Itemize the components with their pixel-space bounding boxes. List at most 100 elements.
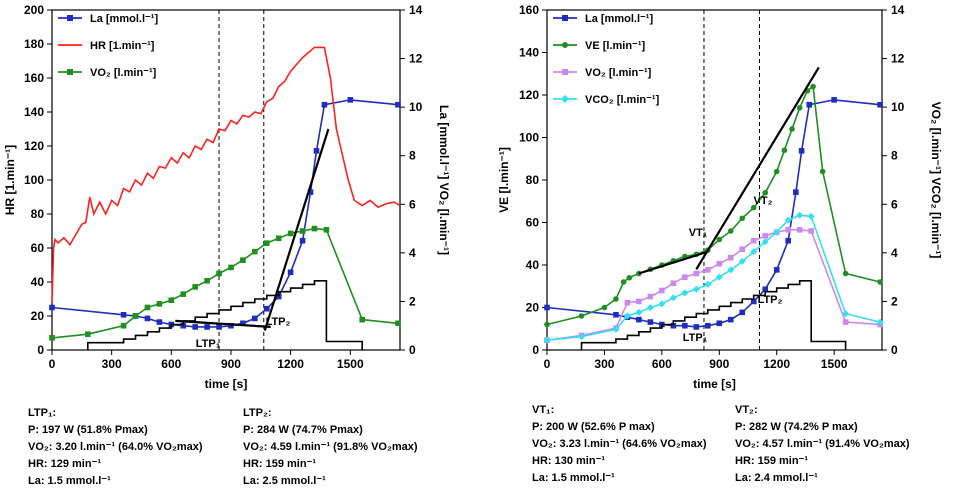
threshold-annotation: LTP₂ [758, 294, 783, 306]
series-vco2-point [543, 336, 551, 344]
x-tick-label: 1500 [821, 357, 848, 371]
vt1-la: La: 1.5 mmol.l⁻¹ [532, 472, 615, 484]
x-axis-label: time [s] [205, 377, 248, 391]
series-la-point [252, 315, 258, 322]
series-vco2-point [669, 294, 677, 302]
series-ve-point [781, 147, 788, 154]
series-vo2-point [252, 248, 258, 255]
series-la-point [321, 101, 328, 108]
series-la-line [546, 99, 881, 328]
y-right-tick-label: 2 [409, 294, 416, 308]
series-la-point [877, 101, 883, 108]
series-vo2-point [727, 254, 734, 261]
series-la-point [192, 324, 198, 330]
series-vo2-point [156, 301, 163, 307]
legend-marker [67, 15, 73, 21]
series-vo2-point [240, 257, 246, 263]
y-right-tick-label: 2 [891, 294, 898, 308]
series-vco2-point [612, 325, 620, 333]
series-vo2-point [192, 284, 198, 290]
series-la-point [156, 319, 163, 325]
series-ve-point [727, 228, 734, 234]
y-left-tick-label: 120 [519, 88, 539, 102]
series-ve-point [819, 168, 826, 175]
series-vo2-point [287, 230, 294, 237]
x-tick-label: 1200 [763, 357, 790, 371]
series-ve-point [601, 304, 608, 311]
series-vo2-point [216, 270, 222, 277]
series-vco2-point [773, 228, 781, 236]
series-la-point [347, 97, 354, 103]
chart-panel-2 [542, 9, 887, 355]
series-la-point [144, 315, 151, 322]
vt2-heading: VT₂: [735, 404, 758, 416]
y-left-tick-label: 40 [526, 258, 540, 272]
legend-marker [562, 15, 568, 21]
threshold-annotation: VT₂ [754, 195, 773, 207]
series-vco2-point [784, 216, 792, 224]
y-right-tick-label: 8 [891, 149, 898, 163]
series-vco2-point [876, 318, 884, 326]
series-la-point [750, 298, 757, 305]
series-la-point [204, 324, 210, 330]
series-la-point [739, 309, 746, 316]
series-vo2-point [647, 293, 654, 300]
series-vo2-point [796, 226, 803, 233]
series-vo2-point [275, 235, 282, 242]
series-vo2-point [263, 240, 270, 246]
y-left-tick-label: 140 [519, 46, 539, 60]
y-right-tick-label: 12 [409, 52, 423, 66]
x-tick-label: 300 [102, 357, 122, 371]
series-vo2-point [762, 233, 769, 239]
x-tick-label: 600 [652, 357, 672, 371]
series-la-point [240, 320, 246, 327]
y-left-tick-label: 80 [31, 207, 45, 221]
series-la-point [806, 101, 813, 108]
series-vco2-point [692, 285, 700, 293]
series-vco2-point [577, 333, 585, 341]
series-ve-point [578, 313, 585, 319]
series-la-point [313, 148, 320, 154]
series-la-point [647, 319, 654, 325]
series-vo2-point [132, 313, 139, 319]
series-vo2-point [716, 260, 723, 267]
legend-label: La [mmol.l⁻¹] [585, 13, 653, 25]
vt2-power: P: 282 W (74.2% P max) [735, 421, 858, 433]
legend-label: VO₂ [l.min⁻¹] [585, 67, 652, 79]
series-fit-line-1-line [638, 251, 707, 275]
series-ve-point [789, 126, 795, 132]
series-la-point [299, 237, 306, 244]
y-left-tick-label: 160 [24, 71, 44, 85]
series-la-point [613, 311, 619, 318]
y-left-tick-label: 100 [519, 131, 539, 145]
y-left-tick-label: 0 [37, 343, 44, 357]
series-ve-point [739, 215, 746, 222]
series-vco2-point [796, 211, 804, 219]
series-la-point [785, 237, 791, 244]
legend-marker [561, 95, 569, 103]
y-left-tick-label: 120 [24, 139, 44, 153]
series-la-point [228, 322, 234, 329]
series-la-point [395, 101, 401, 108]
ltp1-vo2: VO₂: 3.20 l.min⁻¹ (64.0% VO₂max) [28, 441, 203, 453]
legend-label: HR [1.min⁻¹] [90, 40, 155, 52]
series-vo2-point [750, 237, 757, 244]
y-right-tick-label: 10 [409, 100, 423, 114]
ltp2-power: P: 284 W (74.7% Pmax) [243, 424, 363, 436]
series-la-point [798, 148, 805, 154]
series-vo2-point [84, 331, 91, 338]
series-vco2-point [623, 312, 631, 320]
series-power-steps-line [580, 279, 847, 350]
threshold-annotation: LTP₁ [683, 332, 708, 344]
series-vco2-point [842, 310, 850, 318]
series-vo2-point [670, 280, 677, 287]
vt1-power: P: 200 W (52.6% P max) [532, 421, 655, 433]
series-vco2-point [750, 248, 758, 256]
legend-marker [562, 42, 568, 48]
y-left-axis-label: VE [l.min⁻¹] [497, 147, 511, 213]
series-la-line [51, 99, 399, 328]
series-vo2-point [808, 228, 814, 234]
vt2-annotation: VT₂: P: 282 W (74.2% P max) VO₂: 4.57 l.… [735, 402, 910, 487]
series-vco2-point [715, 273, 723, 281]
series-la-point [831, 97, 837, 103]
